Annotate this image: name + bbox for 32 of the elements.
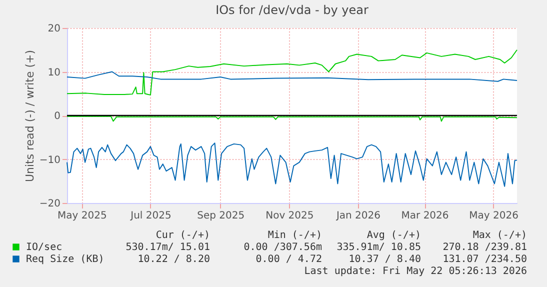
text: Min (-/+) [268,230,322,241]
chart-title: IOs for /dev/vda - by year [216,3,369,17]
text: Last update: Fri May 22 05:26:13 2026 [304,266,527,277]
text: Cur (-/+) [156,230,210,241]
text: 530.17m/ 15.01 [126,242,210,253]
line-series [66,71,518,82]
text: 335.91m/ 10.85 [336,242,421,253]
y-tick-label: −10 [39,154,60,166]
text: 0.00 /307.56m [244,242,322,253]
text: 0.00 / 4.72 [256,254,322,265]
y-tick-label: 0 [54,111,60,122]
x-tick-label: Nov 2025 [266,210,314,222]
y-tick-label: 20 [48,24,60,34]
text: 10.37 / 8.40 [348,254,421,265]
legend-label: IO/sec [26,242,62,253]
x-tick-label: Jul 2025 [130,210,172,222]
x-tick-label: Jan 2026 [335,210,380,222]
y-tick-label: 10 [48,67,60,78]
text: 270.18 /239.81 [442,242,527,253]
line-series [66,142,518,187]
legend-label: Req Size (KB) [26,254,104,265]
x-tick-label: Sep 2025 [197,210,245,222]
text: 10.22 / 8.20 [138,254,210,265]
y-axis-title: Units read (-) / write (+) [23,50,36,182]
x-tick-label: Mar 2026 [401,210,449,222]
y-tick-label: −20 [39,198,60,210]
text: 131.07 /234.50 [442,254,527,265]
x-tick-label: May 2026 [469,210,518,222]
line-series [66,49,518,96]
text: Max (-/+) [472,230,527,241]
text: Avg (-/+) [366,230,421,241]
x-tick-label: May 2025 [58,210,107,222]
